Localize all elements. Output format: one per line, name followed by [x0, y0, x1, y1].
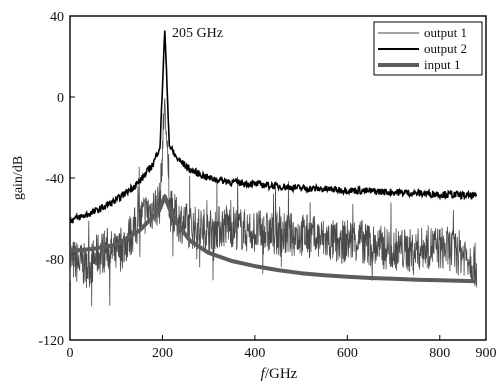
legend-label-input-1: input 1 [424, 57, 460, 72]
peak-annotation: 205 GHz [172, 26, 223, 41]
series-output-1-line [70, 98, 477, 306]
x-axis-label-unit: /GHz [265, 366, 298, 382]
x-tick-label: 400 [244, 346, 265, 361]
x-tick-label: 800 [429, 346, 450, 361]
x-tick-label: 200 [152, 346, 173, 361]
y-tick-label: 40 [50, 10, 64, 25]
x-tick-label: 0 [67, 346, 74, 361]
y-tick-label: -120 [38, 334, 64, 349]
y-tick-label: 0 [57, 91, 64, 106]
x-tick-label: 900 [476, 346, 497, 361]
legend-label-output-1: output 1 [424, 25, 467, 40]
x-tick-label: 600 [337, 346, 358, 361]
legend: output 1 output 2 input 1 [374, 22, 482, 75]
y-axis-label: gain/dB [11, 156, 26, 200]
x-axis-label: f/GHz [261, 366, 298, 382]
y-tick-label: -80 [45, 253, 64, 268]
legend-label-output-2: output 2 [424, 41, 467, 56]
y-tick-label: -40 [45, 172, 64, 187]
